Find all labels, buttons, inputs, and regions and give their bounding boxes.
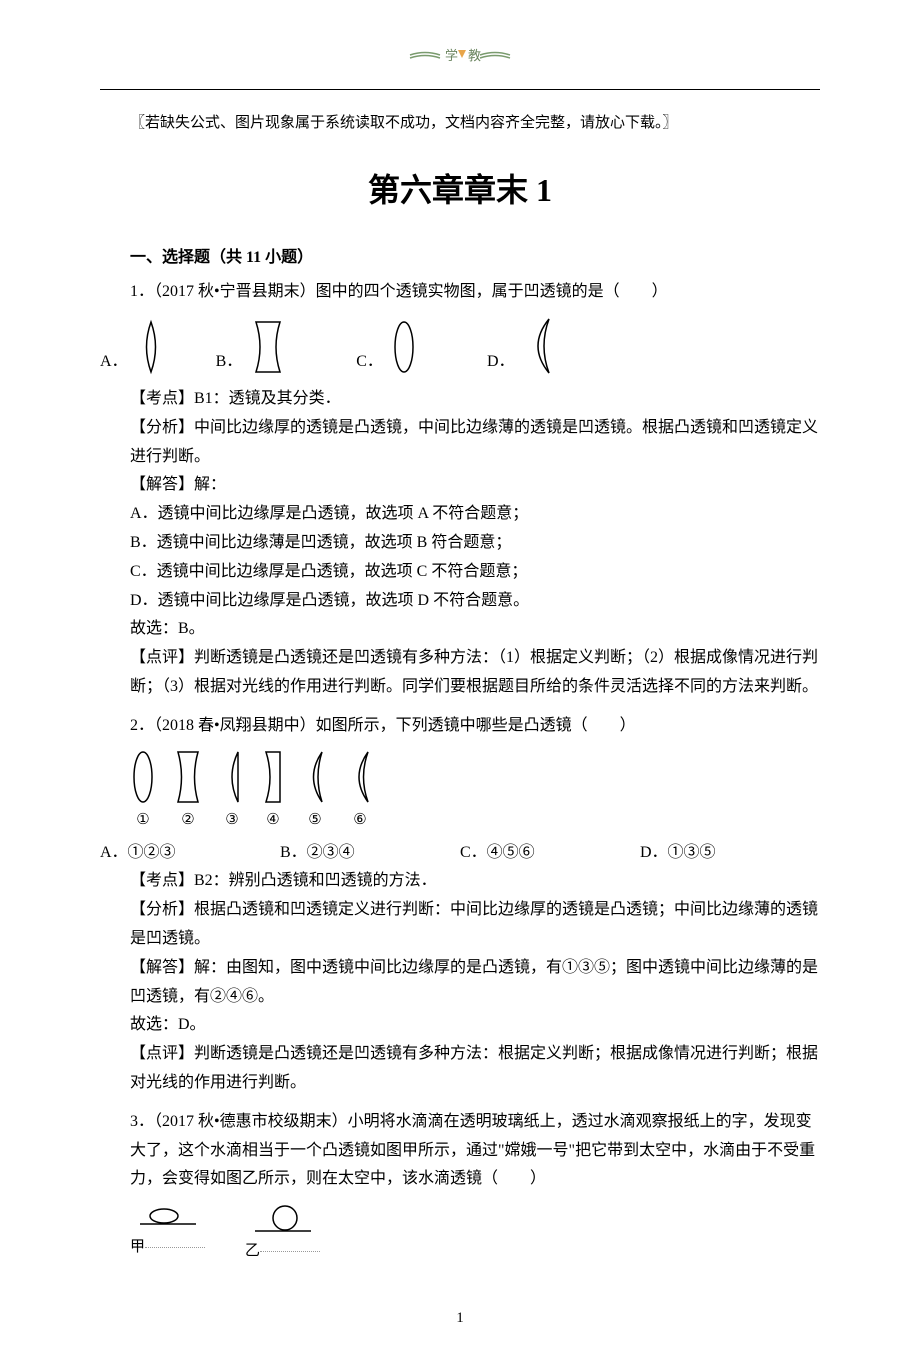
header-logo: 学 教	[100, 40, 820, 81]
droplet-flat-icon	[138, 1204, 198, 1232]
q3-stem: 3．（2017 秋•德惠市校级期末）小明将水滴滴在透明玻璃纸上，透过水滴观察报纸…	[130, 1108, 820, 1194]
page-title: 第六章章末 1	[100, 162, 820, 220]
q1-answer: 故选：B。	[130, 615, 820, 644]
q2-lens-1: ①	[130, 749, 156, 834]
q3-label-jia: 甲	[130, 1234, 145, 1261]
q3-droplet-yi: 乙	[245, 1204, 320, 1265]
q1-stem: 1．（2017 秋•宁晋县期末）图中的四个透镜实物图，属于凹透镜的是（ ）	[130, 278, 820, 307]
q2-lens-row: ① ② ③ ④	[130, 749, 820, 834]
q2-num-5: ⑤	[308, 807, 321, 834]
q2-opt-b: B．②③④	[280, 839, 460, 868]
q1-comment: 【点评】判断透镜是凸透镜还是凹透镜有多种方法：（1）根据定义判断；（2）根据成像…	[130, 644, 820, 702]
q2-num-6: ⑥	[353, 807, 366, 834]
question-1: 1．（2017 秋•宁晋县期末）图中的四个透镜实物图，属于凹透镜的是（ ） A．…	[100, 278, 820, 702]
q1-solve-d: D．透镜中间比边缘厚是凸透镜，故选项 D 不符合题意。	[130, 587, 820, 616]
lens-biconvex2-icon	[391, 317, 417, 377]
q1-option-b: B．	[216, 317, 287, 377]
q2-lens-6: ⑥	[346, 749, 374, 834]
q2-answer: 故选：D。	[130, 1011, 820, 1040]
q1-solve-label: 【解答】解：	[130, 471, 820, 500]
header-divider	[100, 89, 820, 90]
lens-biconcave-icon	[250, 317, 286, 377]
q2-num-4: ④	[266, 807, 279, 834]
q3-droplet-row: 甲 乙	[130, 1204, 820, 1265]
lens-3-icon	[220, 749, 244, 805]
page-number: 1	[100, 1305, 820, 1332]
dotted-line-2	[260, 1251, 320, 1252]
dotted-line-1	[145, 1247, 205, 1248]
q1-solve-c: C．透镜中间比边缘厚是凸透镜，故选项 C 不符合题意；	[130, 558, 820, 587]
lens-6-icon	[346, 749, 374, 805]
lens-biconvex-icon	[136, 317, 166, 377]
q1-options: A． B． C． D．	[100, 315, 820, 377]
q2-point: 【考点】B2：辨别凸透镜和凹透镜的方法．	[130, 867, 820, 896]
q3-label-yi: 乙	[245, 1238, 260, 1265]
q1-analysis-text: 【分析】中间比边缘厚的透镜是凸透镜，中间比边缘薄的透镜是凹透镜。根据凸透镜和凹透…	[130, 414, 820, 472]
q2-opt-d: D．①③⑤	[640, 839, 820, 868]
notice-text: 〖若缺失公式、图片现象属于系统读取不成功，文档内容齐全完整，请放心下载。〗	[100, 110, 820, 137]
q2-analysis-text: 【分析】根据凸透镜和凹透镜定义进行判断：中间比边缘厚的透镜是凸透镜；中间比边缘薄…	[130, 896, 820, 954]
logo-decoration-icon: 学 教	[390, 42, 530, 68]
q1-analysis: 【考点】B1：透镜及其分类． 【分析】中间比边缘厚的透镜是凸透镜，中间比边缘薄的…	[130, 385, 820, 702]
q1-label-a: A．	[100, 348, 128, 377]
q2-lens-3: ③	[220, 749, 244, 834]
q1-label-c: C．	[356, 348, 383, 377]
q2-lens-5: ⑤	[302, 749, 328, 834]
lens-meniscus-icon	[523, 315, 557, 377]
logo-box: 学 教	[360, 40, 560, 81]
q2-num-2: ②	[181, 807, 194, 834]
droplet-sphere-icon	[253, 1204, 313, 1236]
q2-opt-a: A．①②③	[100, 839, 280, 868]
q2-analysis: 【考点】B2：辨别凸透镜和凹透镜的方法． 【分析】根据凸透镜和凹透镜定义进行判断…	[130, 867, 820, 1097]
q1-label-d: D．	[487, 348, 515, 377]
q2-opt-c: C．④⑤⑥	[460, 839, 640, 868]
q2-lens-4: ④	[262, 749, 284, 834]
q2-num-3: ③	[225, 807, 238, 834]
q3-droplet-jia: 甲	[130, 1204, 205, 1265]
question-3: 3．（2017 秋•德惠市校级期末）小明将水滴滴在透明玻璃纸上，透过水滴观察报纸…	[100, 1108, 820, 1265]
q1-solve-b: B．透镜中间比边缘薄是凹透镜，故选项 B 符合题意；	[130, 529, 820, 558]
q2-stem: 2．（2018 春•凤翔县期中）如图所示，下列透镜中哪些是凸透镜（ ）	[130, 712, 820, 741]
question-2: 2．（2018 春•凤翔县期中）如图所示，下列透镜中哪些是凸透镜（ ） ① ② …	[100, 712, 820, 1098]
q1-option-a: A．	[100, 317, 166, 377]
q2-solve: 【解答】解：由图知，图中透镜中间比边缘厚的是凸透镜，有①③⑤；图中透镜中间比边缘…	[130, 954, 820, 1012]
q1-option-c: C．	[356, 317, 417, 377]
q1-solve-a: A．透镜中间比边缘厚是凸透镜，故选项 A 不符合题意；	[130, 500, 820, 529]
q2-num-1: ①	[136, 807, 149, 834]
lens-2-icon	[174, 749, 202, 805]
page-container: 学 教 〖若缺失公式、图片现象属于系统读取不成功，文档内容齐全完整，请放心下载。…	[0, 0, 920, 1362]
lens-5-icon	[302, 749, 328, 805]
q1-label-b: B．	[216, 348, 243, 377]
lens-1-icon	[130, 749, 156, 805]
section-header: 一、选择题（共 11 小题）	[130, 244, 820, 273]
svg-text:学: 学	[445, 48, 458, 63]
q2-text-options: A．①②③ B．②③④ C．④⑤⑥ D．①③⑤	[100, 839, 820, 868]
q2-comment: 【点评】判断透镜是凸透镜还是凹透镜有多种方法：根据定义判断；根据成像情况进行判断…	[130, 1040, 820, 1098]
q2-lens-2: ②	[174, 749, 202, 834]
svg-text:教: 教	[468, 48, 481, 63]
lens-4-icon	[262, 749, 284, 805]
q1-point: 【考点】B1：透镜及其分类．	[130, 385, 820, 414]
q1-option-d: D．	[487, 315, 557, 377]
